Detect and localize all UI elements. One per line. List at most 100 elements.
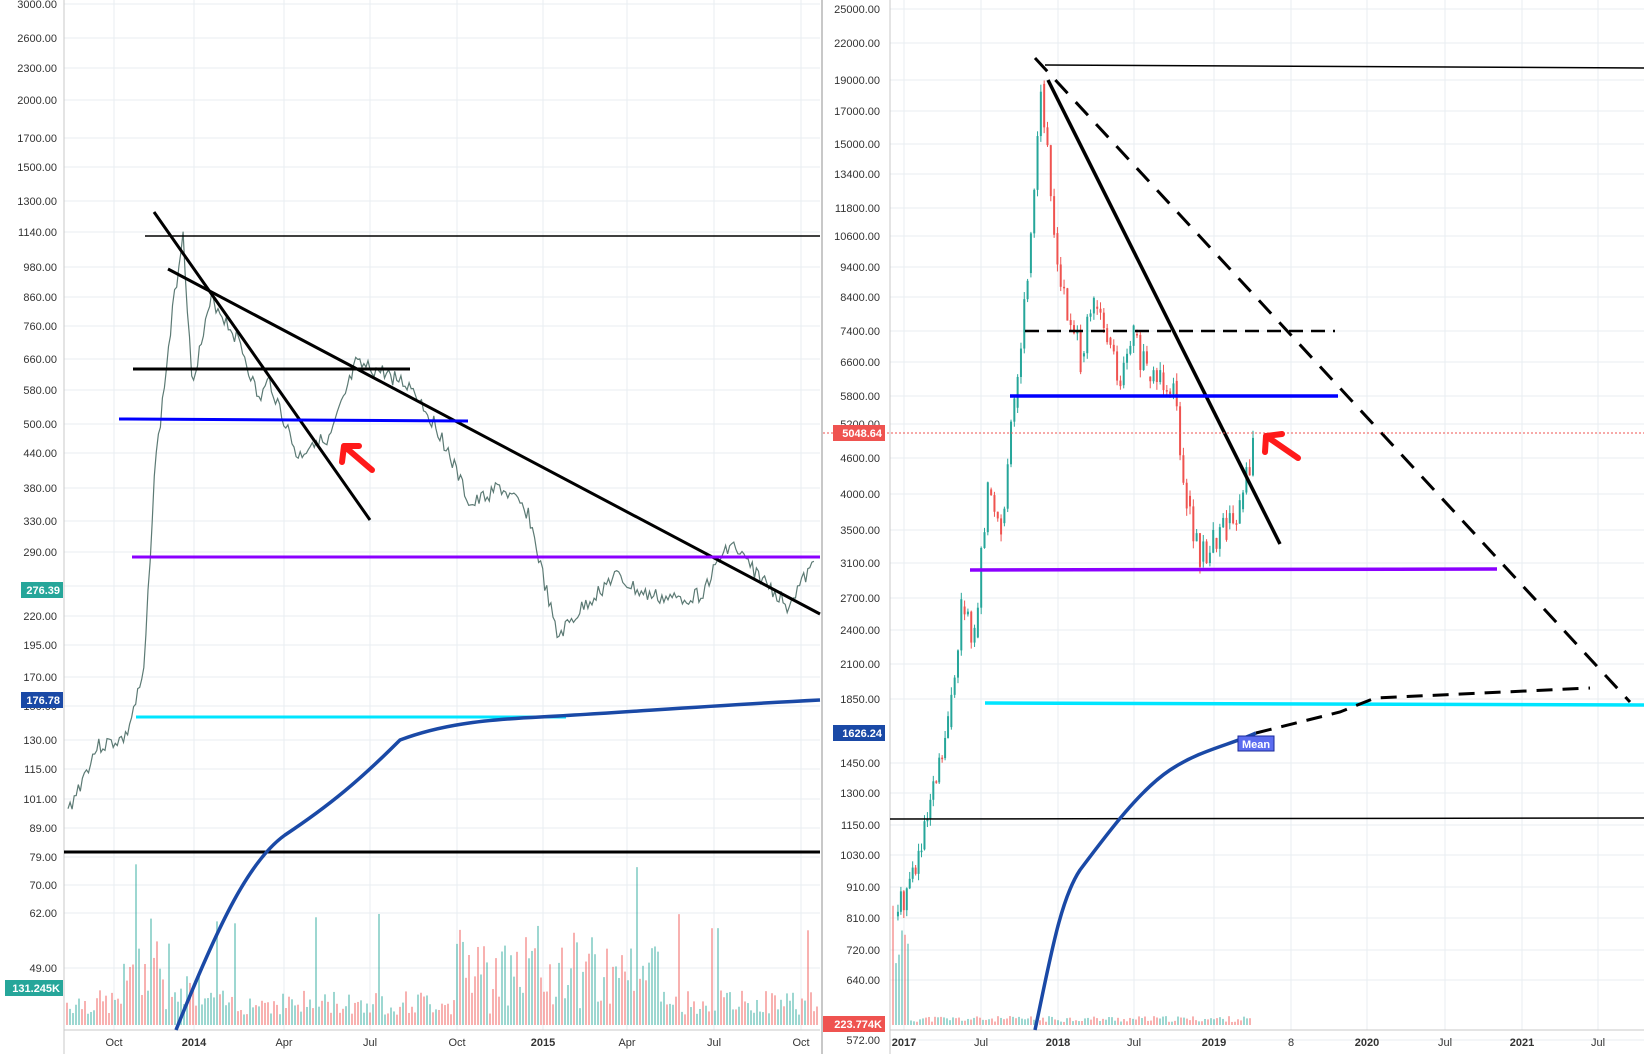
left-volume-bar	[75, 1004, 77, 1025]
left-volume-bar	[462, 941, 464, 1025]
left-y-tick-label: 49.00	[29, 963, 57, 975]
left-volume-bar	[354, 1002, 356, 1025]
left-volume-bar	[585, 961, 587, 1025]
left-volume-bar	[267, 1002, 269, 1025]
right-candle-body	[1252, 437, 1254, 476]
right-y-tick-label: 2100.00	[840, 659, 880, 671]
right-volume-bar	[925, 1017, 927, 1025]
left-volume-bar	[624, 971, 626, 1025]
right-volume-bar	[1123, 1019, 1125, 1025]
left-x-tick-label: Apr	[275, 1037, 292, 1049]
right-y-tick-label: 2700.00	[840, 593, 880, 605]
left-volume-bar	[636, 867, 638, 1025]
right-volume-bar	[1078, 1021, 1080, 1025]
left-price-series	[67, 231, 815, 810]
left-volume-bar	[435, 1009, 437, 1025]
right-volume-bar	[1189, 1020, 1191, 1025]
right-x-tick-label: Jul	[1438, 1037, 1452, 1049]
left-y-tick-label: 1140.00	[18, 227, 57, 239]
left-volume-bar	[213, 997, 215, 1025]
right-candle-body	[1195, 533, 1198, 542]
left-volume-bar	[363, 1012, 365, 1025]
right-volume-bar	[934, 1016, 936, 1025]
right-volume-bar	[1147, 1020, 1149, 1025]
right-candle-body	[1248, 467, 1251, 476]
right-candle-body	[923, 821, 926, 850]
right-y-tick-label: 10600.00	[834, 231, 880, 243]
left-volume-bar	[606, 948, 608, 1025]
left-volume-bar	[531, 950, 533, 1025]
right-volume-bar	[1108, 1017, 1110, 1025]
left-volume-bar	[270, 1013, 272, 1025]
left-volume-bar	[273, 1001, 275, 1025]
left-x-tick-label: Oct	[448, 1037, 465, 1049]
right-candle-body	[1016, 376, 1019, 408]
left-volume-bar	[483, 946, 485, 1025]
left-volume-bar	[441, 1003, 443, 1025]
right-candle-body	[1019, 348, 1022, 377]
left-volume-bar	[432, 1012, 434, 1025]
right-volume-bar	[1084, 1018, 1086, 1025]
right-red-arrow	[1262, 431, 1301, 461]
right-volume-bar	[1174, 1020, 1176, 1025]
left-volume-bar	[609, 1003, 611, 1025]
left-volume-bar	[528, 958, 530, 1025]
left-volume-bar	[429, 1004, 431, 1025]
right-volume-bar	[955, 1018, 957, 1025]
right-candle-body	[1218, 527, 1221, 549]
left-volume-bar	[219, 994, 221, 1025]
right-y-tick-label: 1030.00	[840, 850, 880, 862]
left-volume-bar	[96, 998, 98, 1025]
left-volume-bar	[768, 1013, 770, 1025]
left-y-tick-label: 1500.00	[17, 162, 57, 174]
left-y-tick-label: 2000.00	[17, 95, 57, 107]
left-volume-bar	[663, 991, 665, 1025]
right-candle-body	[1139, 334, 1142, 370]
left-volume-bar	[330, 1012, 332, 1025]
left-volume-bar	[477, 946, 479, 1025]
right-volume-bar	[1039, 1020, 1041, 1025]
right-volume-bar	[1183, 1017, 1185, 1025]
left-volume-bar	[693, 1001, 695, 1025]
right-candle-body	[938, 757, 941, 783]
left-volume-bar	[312, 1008, 314, 1025]
right-volume-bar	[970, 1019, 972, 1025]
right-volume-bar	[1171, 1021, 1173, 1025]
right-purple-support	[969, 567, 1498, 572]
right-candle-body	[1159, 370, 1162, 383]
right-volume-bar	[895, 963, 897, 1025]
left-volume-bar	[105, 995, 107, 1025]
right-volume-bar	[1192, 1016, 1194, 1025]
left-volume-bar	[306, 1006, 308, 1025]
right-y-tick-label: 572.00	[846, 1035, 880, 1047]
right-volume-bar	[1156, 1017, 1158, 1025]
left-volume-bar	[102, 1001, 104, 1025]
right-volume-bar	[1141, 1018, 1143, 1025]
right-candle-body	[966, 611, 969, 615]
right-candle-body	[896, 911, 899, 917]
left-volume-bar	[519, 986, 521, 1025]
left-mean-badge-bg	[21, 692, 63, 708]
left-y-tick-label: 330.00	[23, 516, 57, 528]
left-volume-bar	[381, 996, 383, 1025]
left-volume-bar	[801, 998, 803, 1025]
right-candle-body	[1076, 331, 1079, 334]
right-volume-bar	[1246, 1018, 1248, 1025]
left-volume-bar	[612, 966, 614, 1025]
left-volume-bar	[669, 1003, 671, 1025]
left-volume-bar	[393, 1011, 395, 1025]
right-candle-body	[1023, 299, 1026, 349]
left-volume-bar	[603, 977, 605, 1025]
left-volume-bar	[459, 929, 461, 1025]
left-volume-bar	[396, 1014, 398, 1025]
left-volume-bar	[549, 964, 551, 1025]
right-candle-body	[1069, 319, 1072, 326]
right-volume-bar	[1207, 1019, 1209, 1025]
left-volume-bar	[594, 954, 596, 1025]
right-cyan-support	[984, 701, 1644, 707]
right-mean-label: Mean	[1242, 739, 1270, 751]
right-volume-bar	[976, 1016, 978, 1025]
left-volume-bar	[756, 999, 758, 1025]
left-volume-bar	[777, 1009, 779, 1025]
right-volume-bar	[958, 1017, 960, 1025]
